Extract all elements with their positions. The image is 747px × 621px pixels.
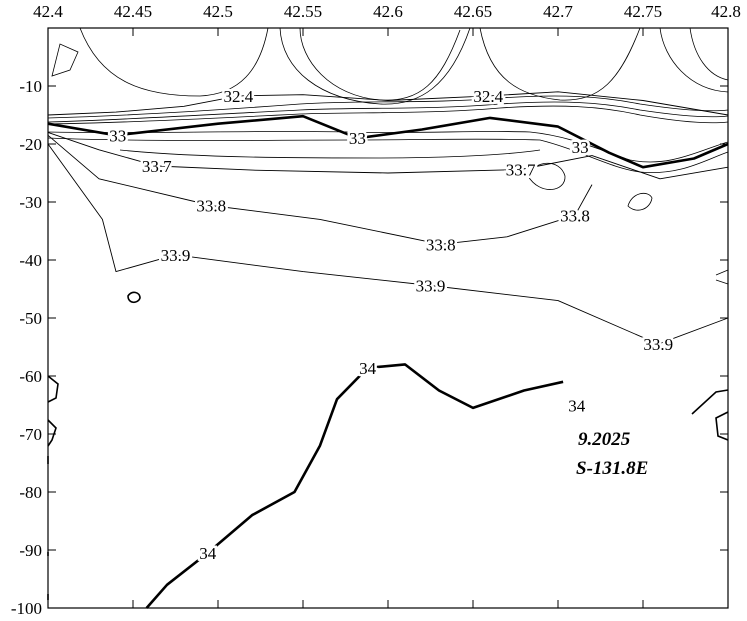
contour-line-33-9 [47,143,729,345]
y-tick: -90 [19,541,728,560]
annotation-station: S-131.8E [576,458,648,479]
contour-line-fill-upper [479,27,641,101]
x-tick: 42.6 [373,2,403,608]
contour-line-fill-lower [691,389,729,441]
contour-label-33-8: 33.8 [426,235,456,254]
x-tick-label: 42.4 [33,2,63,21]
x-tick-label: 42.5 [203,2,233,21]
contour-line-fill-upper [51,43,79,77]
y-tick-label: -50 [19,309,42,328]
contour-line-fill-upper [279,27,471,105]
x-tick: 42.75 [624,2,662,608]
contour-label-33: 33 [349,129,366,148]
contour-label-32-4: 32.4 [224,87,254,106]
y-tick-label: -100 [11,599,42,618]
contour-label-33: 33 [572,138,589,157]
contour-label-33-8: 33.8 [560,206,590,225]
contour-line-fill-upper [47,95,729,119]
contour-line-fill-lower [47,137,729,174]
contour-label-34: 34 [568,397,586,416]
x-tick-label: 42.45 [114,2,152,21]
contour-line-fill-lower [127,291,141,304]
contour-line-fill-upper [299,27,461,101]
y-tick: -40 [19,251,728,270]
y-tick: -10 [19,77,728,96]
contour-line-fill-upper [47,105,729,125]
contour-line-fill-lower [47,131,729,163]
x-tick: 42.8 [711,2,741,608]
contour-label-32-4: 32.4 [473,87,503,106]
contour-line-fill-upper [47,101,729,123]
annotation-date: 9.2025 [578,429,631,450]
contour-line-fill-upper [689,27,729,81]
y-tick-label: -40 [19,251,42,270]
x-tick-label: 42.65 [454,2,492,21]
contour-label-33-7: 33.7 [142,157,172,176]
x-tick: 42.45 [114,2,152,608]
contour-label-33-9: 33.9 [416,277,446,296]
contour-line-fill-lower [47,375,59,600]
y-tick-label: -60 [19,367,42,386]
contour-line-fill-upper [659,27,729,93]
y-tick-label: -70 [19,425,42,444]
x-axis: 42.4 42.45 42.5 42.55 42.6 42.65 42.7 42… [33,2,741,608]
contour-levels: 32.4 32.4 33 33 33 33.7 33.7 33.8 33.8 33.8 33.9 33… [47,84,729,609]
x-tick-label: 42.7 [543,2,573,21]
y-tick-label: -10 [19,77,42,96]
contour-line-34 [145,363,564,609]
x-tick: 42.4 [33,2,63,608]
contour-line-fill-lower [627,192,653,211]
contour-line-33 [47,114,729,169]
y-tick: -50 [19,309,728,328]
y-tick: -60 [19,367,728,386]
y-tick: -80 [19,483,728,502]
y-tick: -100 [11,599,728,618]
x-tick-label: 42.75 [624,2,662,21]
contour-label-33-8: 33.8 [196,197,226,216]
contour-label-34: 34 [199,544,217,563]
contour-line-33-7 [47,131,729,180]
x-tick: 42.5 [203,2,233,608]
plot-frame [47,27,729,609]
contour-line-fill-lower [119,149,541,159]
x-tick-label: 42.6 [373,2,403,21]
y-tick-label: -80 [19,483,42,502]
contour-line-fill-upper [79,27,269,97]
contour-label-34: 34 [359,359,377,378]
contour-label-33-7: 33.7 [506,161,536,180]
x-tick: 42.7 [543,2,573,608]
x-tick: 42.65 [454,2,492,608]
y-tick: -30 [19,193,728,212]
contour-lines [47,27,729,600]
contour-label-33: 33 [109,126,126,145]
x-tick-label: 42.8 [711,2,741,21]
contour-line-32-4 [47,91,729,116]
y-tick-label: -20 [19,135,42,154]
y-tick-label: -30 [19,193,42,212]
contour-line-fill-lower [715,269,729,285]
y-axis: -10 -20 -30 -40 -50 -60 -70 -80 -90 -100 [11,77,728,618]
x-tick: 42.55 [284,2,322,608]
contour-label-33-9: 33.9 [161,246,191,265]
contour-label-33-9: 33.9 [643,335,673,354]
contour-line-33-8 [47,134,593,245]
annotations: 9.2025 S-131.8E [576,429,648,479]
x-tick-label: 42.55 [284,2,322,21]
y-tick-label: -90 [19,541,42,560]
contour-line-fill-lower [527,162,566,190]
